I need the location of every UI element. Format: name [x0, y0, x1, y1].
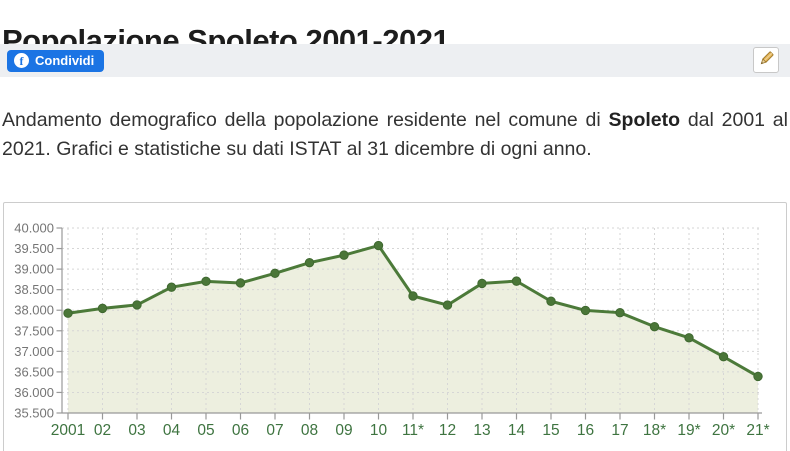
data-point — [546, 296, 556, 306]
data-point — [97, 303, 108, 314]
x-tick-label: 13 — [473, 422, 490, 439]
intro-before: Andamento demografico della popolazione … — [2, 108, 609, 131]
data-point — [339, 250, 349, 260]
facebook-icon: f — [14, 53, 29, 68]
x-tick-label: 11* — [402, 422, 424, 439]
x-tick-label: 2001 — [51, 422, 85, 439]
population-chart: 35.500 36.000 36.500 37.000 37.500 38.000 38.5… — [14, 221, 769, 440]
y-tick-label: 40.000 — [14, 221, 54, 236]
share-button-label: Condividi — [35, 53, 95, 68]
x-tick-label: 04 — [163, 422, 181, 439]
data-point — [132, 300, 142, 310]
y-tick-label: 35.500 — [14, 406, 54, 421]
data-point — [753, 371, 763, 382]
y-tick-label: 39.000 — [14, 262, 54, 277]
data-point — [270, 268, 280, 278]
data-point — [477, 278, 487, 289]
y-tick-label: 38.500 — [14, 282, 54, 297]
data-point — [166, 282, 177, 292]
x-tick-label: 03 — [128, 422, 145, 439]
intro-bold-name: Spoleto — [608, 108, 681, 131]
data-point — [649, 321, 660, 332]
data-point — [373, 240, 384, 251]
x-tick-label: 07 — [266, 422, 283, 439]
data-point — [408, 291, 418, 301]
x-tick-label: 19* — [677, 422, 700, 439]
y-tick-label: 36.500 — [14, 364, 54, 379]
edit-button[interactable] — [753, 47, 779, 73]
share-toolbar: f Condividi — [0, 44, 790, 77]
x-tick-label: 20* — [712, 422, 735, 439]
y-tick-label: 38.000 — [14, 303, 54, 318]
x-tick-label: 15 — [542, 422, 559, 439]
intro-after: dal 2001 al 2021. Grafici e statistiche … — [2, 108, 788, 160]
x-tick-label: 14 — [508, 422, 526, 439]
x-tick-label: 16 — [577, 422, 594, 439]
x-tick-label: 21* — [746, 422, 769, 439]
x-tick-label: 12 — [439, 422, 456, 439]
x-tick-label: 17 — [611, 422, 628, 439]
data-point — [718, 351, 729, 362]
data-point — [63, 308, 73, 318]
data-point — [442, 300, 453, 310]
x-tick-label: 02 — [94, 422, 111, 439]
intro-text: Andamento demografico della popolazione … — [2, 106, 788, 164]
pencil-icon — [758, 50, 775, 70]
x-tick-label: 06 — [232, 422, 249, 439]
y-tick-label: 37.000 — [14, 344, 54, 359]
y-tick-label: 36.000 — [14, 385, 54, 400]
x-tick-label: 05 — [197, 422, 214, 439]
y-tick-label: 37.500 — [14, 323, 54, 338]
x-tick-label: 10 — [370, 422, 388, 439]
data-point — [304, 257, 315, 268]
population-chart-card: 35.500 36.000 36.500 37.000 37.500 38.000 38.5… — [3, 202, 787, 451]
y-tick-label: 39.500 — [14, 241, 54, 256]
data-point — [511, 276, 522, 286]
x-tick-label: 18* — [643, 422, 666, 439]
data-point — [580, 305, 591, 316]
data-point — [615, 307, 625, 318]
data-point — [235, 278, 246, 288]
x-tick-label: 08 — [301, 422, 318, 439]
facebook-share-button[interactable]: f Condividi — [7, 49, 105, 72]
data-point — [201, 276, 211, 287]
data-point — [684, 333, 694, 343]
x-tick-label: 09 — [335, 422, 352, 439]
